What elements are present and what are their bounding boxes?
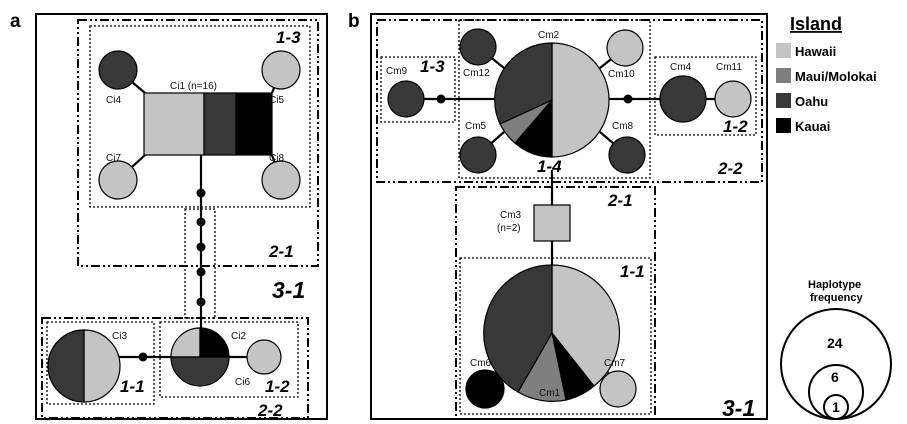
clade-label-b-2-1: 2-1 <box>607 191 633 210</box>
haplotype-cm2 <box>494 42 610 158</box>
label-ci5: Ci5 <box>269 95 284 106</box>
clade-label-a-2-2: 2-2 <box>257 401 283 420</box>
label-ci3: Ci3 <box>112 331 127 342</box>
haplotype-ci5 <box>261 50 301 90</box>
frequency-title-1: Haplotype <box>808 279 861 291</box>
label-ci4: Ci4 <box>106 95 121 106</box>
label-ci8: Ci8 <box>269 153 284 164</box>
label-cm12: Cm12 <box>463 68 490 79</box>
panel-a-clade-1-2-box <box>159 321 299 398</box>
label-cm3: Cm3 <box>500 210 522 221</box>
haplotype-cm8 <box>608 136 646 174</box>
panel-b-clade-3-1-box <box>370 13 768 420</box>
frequency-circle-1 <box>823 394 849 420</box>
label-cm5: Cm5 <box>465 121 487 132</box>
legend-swatch-hawaii <box>776 43 791 58</box>
haplotype-cm4 <box>659 75 707 123</box>
panel-b-clade-1-1-box <box>459 257 652 415</box>
haplotype-cm12 <box>459 28 497 66</box>
haplotype-cm11 <box>714 80 752 118</box>
legend-swatch-maui-molokai <box>776 68 791 83</box>
panel-a-clade-1-3-box <box>89 25 311 208</box>
clade-label-b-2-2: 2-2 <box>717 159 743 178</box>
legend-title: Island <box>790 14 842 34</box>
legend-item-kauai: Kauai <box>795 119 830 134</box>
label-ci7: Ci7 <box>106 153 121 164</box>
haplotype-cm3 <box>533 204 571 242</box>
label-cm11: Cm11 <box>716 62 742 73</box>
label-cm7: Cm7 <box>604 358 626 369</box>
panel-b-mutation-steps <box>436 94 633 104</box>
haplotype-ci7 <box>98 160 138 200</box>
panel-b-clade-2-1-box <box>455 186 656 420</box>
label-ci6: Ci6 <box>235 377 250 388</box>
haplotype-ci2 <box>170 327 230 387</box>
panel-b-clade-1-3-box <box>380 56 456 123</box>
label-cm2: Cm2 <box>538 30 560 41</box>
label-cm1: Cm1 <box>539 388 561 399</box>
haplotype-cm9 <box>387 80 425 118</box>
legend-item-maui-molokai: Maui/Molokai <box>795 69 877 84</box>
clade-label-a-3-1: 3-1 <box>272 277 305 303</box>
clade-label-b-1-4: 1-4 <box>537 157 562 176</box>
clade-label-b-1-3: 1-3 <box>420 57 445 76</box>
panel-a-clade-2-1-box <box>77 19 319 267</box>
haplotype-ci3 <box>47 329 121 403</box>
panel-b-clade-2-2-box <box>376 19 763 183</box>
clade-label-a-1-2: 1-2 <box>265 377 290 396</box>
clade-label-b-1-2: 1-2 <box>723 117 748 136</box>
haplotype-cm6 <box>465 369 505 409</box>
frequency-value-1: 1 <box>832 399 840 415</box>
haplotype-ci8 <box>261 160 301 200</box>
clade-label-a-2-1: 2-1 <box>268 242 294 261</box>
legend-item-oahu: Oahu <box>795 94 828 109</box>
label-cm4: Cm4 <box>670 62 692 73</box>
panel-a-mutation-steps <box>138 188 206 362</box>
clade-label-a-1-1: 1-1 <box>120 377 145 396</box>
haplotype-ci6 <box>246 339 282 375</box>
clade-label-b-1-1: 1-1 <box>620 262 645 281</box>
haplotype-ci4 <box>98 50 138 90</box>
haplotype-cm7 <box>599 370 637 408</box>
panel-a-label: a <box>10 11 21 32</box>
panel-b-label: b <box>348 11 360 32</box>
legend-island: Hawaii Maui/Molokai Oahu Kauai <box>776 43 877 134</box>
legend-frequency: Haplotype frequency 24 6 1 <box>780 279 892 420</box>
clade-label-a-1-3: 1-3 <box>276 28 301 47</box>
haplotype-ci1 <box>143 92 273 156</box>
label-cm8: Cm8 <box>612 121 634 132</box>
clade-label-b-3-1: 3-1 <box>722 395 755 421</box>
legend-swatch-oahu <box>776 93 791 108</box>
frequency-value-6: 6 <box>831 369 839 385</box>
label-cm10: Cm10 <box>608 69 635 80</box>
panel-a-clade-2-2-box <box>41 317 309 419</box>
label-cm6: Cm6 <box>470 358 492 369</box>
label-ci2: Ci2 <box>231 331 246 342</box>
legend-swatch-kauai <box>776 118 791 133</box>
panel-a-clade-1-1-box <box>46 321 155 405</box>
legend-item-hawaii: Hawaii <box>795 44 836 59</box>
label-cm3-count: (n=2) <box>497 223 521 234</box>
label-cm9: Cm9 <box>386 66 408 77</box>
frequency-title-2: frequency <box>810 292 863 304</box>
haplotype-cm10 <box>606 29 644 67</box>
panel-b-clade-1-2-box <box>654 56 757 136</box>
haplotype-cm5 <box>459 136 497 174</box>
label-ci1: Ci1 (n=16) <box>170 81 217 92</box>
frequency-value-24: 24 <box>827 335 843 351</box>
haplotype-cm1 <box>483 264 620 402</box>
